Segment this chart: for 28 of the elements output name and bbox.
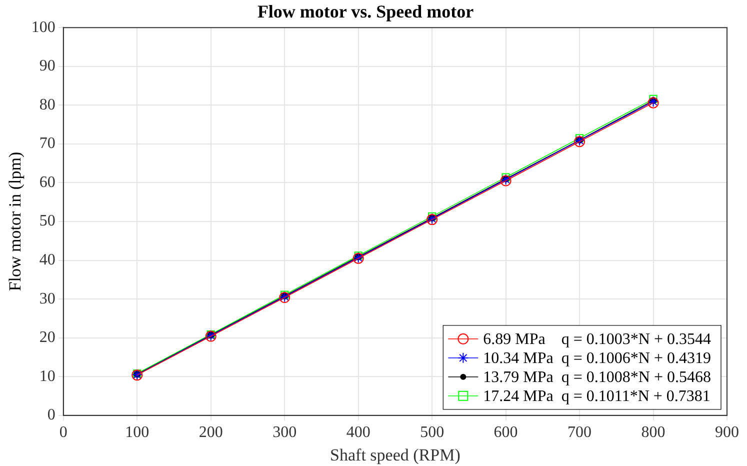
x-tick-label: 400 (346, 424, 370, 442)
x-tick-label: 600 (494, 424, 518, 442)
legend-label: 13.79 MPa q = 0.1008*N + 0.5468 (483, 369, 711, 386)
x-tick-label: 200 (198, 424, 223, 442)
y-axis-title: Flow motor in (lpm) (6, 152, 25, 292)
chart-title: Flow motor vs. Speed motor (257, 1, 474, 22)
legend-label: 17.24 MPa q = 0.1011*N + 0.7381 (483, 388, 710, 406)
legend-label: 6.89 MPa q = 0.1003*N + 0.3544 (483, 331, 711, 348)
x-tick-label: 0 (59, 424, 68, 442)
y-tick-label: 80 (39, 96, 56, 114)
y-tick-label: 0 (47, 406, 56, 424)
x-tick-label: 900 (715, 424, 739, 442)
y-tick-label: 60 (39, 174, 56, 191)
x-tick-label: 300 (272, 424, 297, 442)
y-tick-label: 10 (39, 368, 56, 385)
y-tick-label: 30 (39, 290, 56, 308)
legend-label: 10.34 MPa q = 0.1006*N + 0.4319 (483, 350, 711, 368)
x-axis-title: Shaft speed (RPM) (330, 445, 460, 464)
x-tick-label: 800 (641, 424, 666, 442)
x-tick-label: 100 (125, 424, 150, 442)
x-tick-label: 700 (568, 424, 592, 442)
y-tick-label: 50 (39, 212, 56, 230)
y-tick-label: 20 (39, 329, 56, 346)
y-tick-label: 40 (39, 251, 56, 268)
y-tick-label: 70 (39, 135, 56, 152)
y-tick-label: 90 (39, 58, 56, 75)
x-tick-label: 500 (420, 424, 444, 442)
y-tick-label: 100 (31, 18, 56, 36)
